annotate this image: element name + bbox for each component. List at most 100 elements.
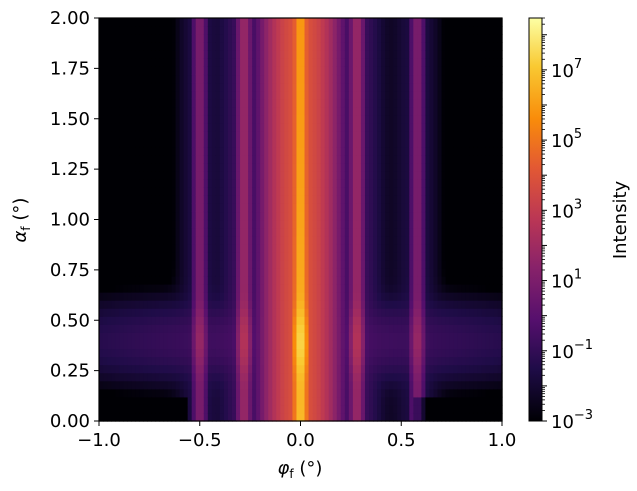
heatmap-cell <box>389 332 394 341</box>
heatmap-cell <box>320 74 326 84</box>
heatmap-cell <box>429 380 435 390</box>
heatmap-cell <box>231 146 237 156</box>
heatmap-cell <box>119 251 124 261</box>
heatmap-cell <box>469 211 475 221</box>
heatmap-cell <box>292 211 298 221</box>
heatmap-cell <box>159 90 165 100</box>
heatmap-cell <box>364 130 370 140</box>
heatmap-cell <box>119 98 124 108</box>
heatmap-cell <box>429 34 435 43</box>
heatmap-cell <box>256 243 261 253</box>
heatmap-cell <box>300 171 306 180</box>
heatmap-cell <box>461 267 467 277</box>
heatmap-cell <box>207 90 213 100</box>
heatmap-cell <box>131 372 136 382</box>
heatmap-cell <box>369 324 374 333</box>
heatmap-cell <box>421 74 427 84</box>
heatmap-cell <box>441 235 447 245</box>
heatmap-cell <box>284 211 290 221</box>
heatmap-cell <box>477 332 483 341</box>
heatmap-cell <box>348 187 354 196</box>
heatmap-cell <box>389 34 394 43</box>
heatmap-cell <box>385 283 390 293</box>
heatmap-cell <box>127 138 132 148</box>
heatmap-cell <box>373 324 378 333</box>
heatmap-cell <box>183 251 189 261</box>
heatmap-cell <box>119 412 124 422</box>
heatmap-cell <box>179 380 185 390</box>
heatmap-cell <box>244 203 249 213</box>
heatmap-cell <box>413 364 418 374</box>
heatmap-cell <box>348 195 354 204</box>
heatmap-cell <box>183 146 189 156</box>
heatmap-cell <box>167 412 173 422</box>
heatmap-cell <box>449 163 455 172</box>
heatmap-cell <box>131 219 136 229</box>
heatmap-cell <box>292 114 298 124</box>
heatmap-cell <box>300 300 306 309</box>
heatmap-cell <box>227 283 233 293</box>
heatmap-cell <box>441 275 447 285</box>
heatmap-cell <box>300 364 306 374</box>
heatmap-cell <box>348 332 354 341</box>
heatmap-cell <box>328 26 334 35</box>
heatmap-cell <box>111 146 116 156</box>
heatmap-cell <box>203 50 209 59</box>
heatmap-cell <box>352 66 358 76</box>
heatmap-cell <box>441 50 447 59</box>
heatmap-cell <box>296 211 302 221</box>
heatmap-cell <box>227 187 233 196</box>
heatmap-cell <box>199 34 205 43</box>
heatmap-cell <box>449 82 455 92</box>
heatmap-cell <box>340 106 346 116</box>
heatmap-cell <box>441 155 447 164</box>
heatmap-cell <box>397 114 402 124</box>
heatmap-cell <box>381 211 386 221</box>
heatmap-cell <box>385 348 390 358</box>
heatmap-cell <box>183 332 189 341</box>
heatmap-cell <box>191 179 197 188</box>
heatmap-cell <box>324 388 330 398</box>
heatmap-cell <box>493 267 499 277</box>
heatmap-cell <box>223 114 229 124</box>
heatmap-cell <box>425 364 431 374</box>
heatmap-cell <box>111 106 116 116</box>
heatmap-cell <box>445 412 451 422</box>
heatmap-cell <box>304 300 310 309</box>
heatmap-cell <box>203 155 209 164</box>
heatmap-cell <box>493 130 499 140</box>
heatmap-cell <box>99 34 104 43</box>
heatmap-cell <box>449 324 455 333</box>
heatmap-cell <box>441 66 447 76</box>
heatmap-cell <box>203 227 209 237</box>
heatmap-cell <box>207 98 213 108</box>
heatmap-cell <box>264 380 269 390</box>
heatmap-cell <box>332 364 338 374</box>
heatmap-cell <box>324 171 330 180</box>
heatmap-cell <box>219 267 225 277</box>
heatmap-cell <box>191 267 197 277</box>
heatmap-cell <box>272 292 277 301</box>
heatmap-cell <box>111 235 116 245</box>
heatmap-cell <box>244 138 249 148</box>
heatmap-cell <box>159 275 165 285</box>
heatmap-cell <box>336 356 342 366</box>
heatmap-cell <box>296 106 302 116</box>
heatmap-cell <box>493 340 499 350</box>
heatmap-cell <box>252 235 257 245</box>
heatmap-cell <box>260 82 265 92</box>
heatmap-cell <box>369 308 374 317</box>
heatmap-cell <box>139 122 144 132</box>
heatmap-cell <box>453 380 459 390</box>
heatmap-cell <box>248 114 253 124</box>
heatmap-cell <box>107 219 112 229</box>
heatmap-cell <box>248 187 253 196</box>
heatmap-cell <box>389 130 394 140</box>
heatmap-cell <box>252 155 257 164</box>
heatmap-cell <box>413 348 418 358</box>
heatmap-cell <box>127 42 132 51</box>
heatmap-cell <box>231 283 237 293</box>
heatmap-cell <box>211 74 217 84</box>
heatmap-cell <box>119 58 124 67</box>
heatmap-cell <box>215 316 221 325</box>
